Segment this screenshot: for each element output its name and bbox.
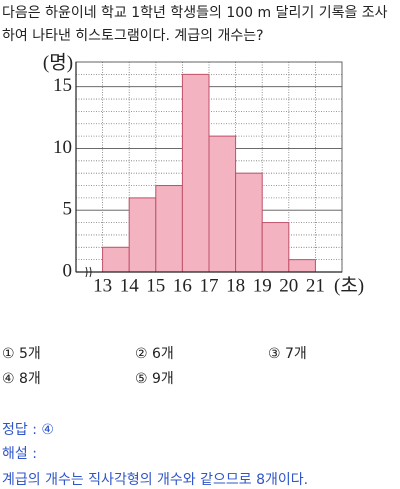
bar: [288, 259, 316, 273]
choice: ⑤ 9개: [135, 371, 174, 387]
x-tick-label: 13: [93, 275, 112, 296]
x-tick-label: 19: [253, 275, 272, 296]
explanation-label: 해설 :: [2, 446, 37, 462]
choice: ② 6개: [135, 346, 174, 362]
choice: ③ 7개: [268, 346, 307, 362]
question-line: 하여 나타낸 히스토그램이다. 계급의 개수는?: [2, 28, 264, 44]
axis-break: [85, 266, 92, 278]
bar: [208, 135, 237, 273]
y-tick-label: 15: [53, 75, 72, 96]
explanation: 계급의 개수는 직사각형의 개수와 같으므로 8개이다.: [2, 472, 309, 488]
y-tick-label: 0: [63, 260, 73, 281]
x-tick-label: 20: [279, 275, 298, 296]
bar: [155, 185, 183, 273]
bar: [181, 73, 210, 273]
y-tick-label: 10: [53, 137, 72, 158]
x-tick-label: 18: [226, 275, 245, 296]
bar: [235, 172, 263, 273]
y-axis-label: (명): [43, 51, 73, 73]
bar: [128, 197, 157, 273]
choice: ④ 8개: [2, 371, 41, 387]
x-tick-label: 17: [200, 275, 219, 296]
answer: 정답 : ④: [2, 422, 54, 438]
x-axis-label: (초): [334, 275, 364, 296]
x-tick-label: 14: [120, 275, 140, 296]
x-tick-label: 16: [173, 275, 192, 296]
question-line: 다음은 하윤이네 학교 1학년 학생들의 100 m 달리기 기록을 조사: [2, 5, 388, 21]
y-tick-label: 5: [63, 199, 73, 220]
choice: ① 5개: [2, 346, 41, 362]
chart: (명) (초) 0 5 10 15 13 14 15 16 17 18 19 20 21: [43, 51, 364, 296]
x-tick-label: 15: [146, 275, 165, 296]
bar: [261, 222, 290, 273]
bar: [102, 246, 130, 273]
x-tick-label: 21: [306, 275, 325, 296]
